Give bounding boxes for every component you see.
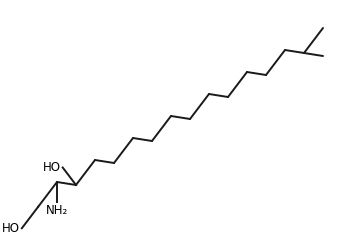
Text: NH₂: NH₂ xyxy=(46,204,68,217)
Text: HO: HO xyxy=(43,161,61,174)
Text: HO: HO xyxy=(2,222,20,235)
